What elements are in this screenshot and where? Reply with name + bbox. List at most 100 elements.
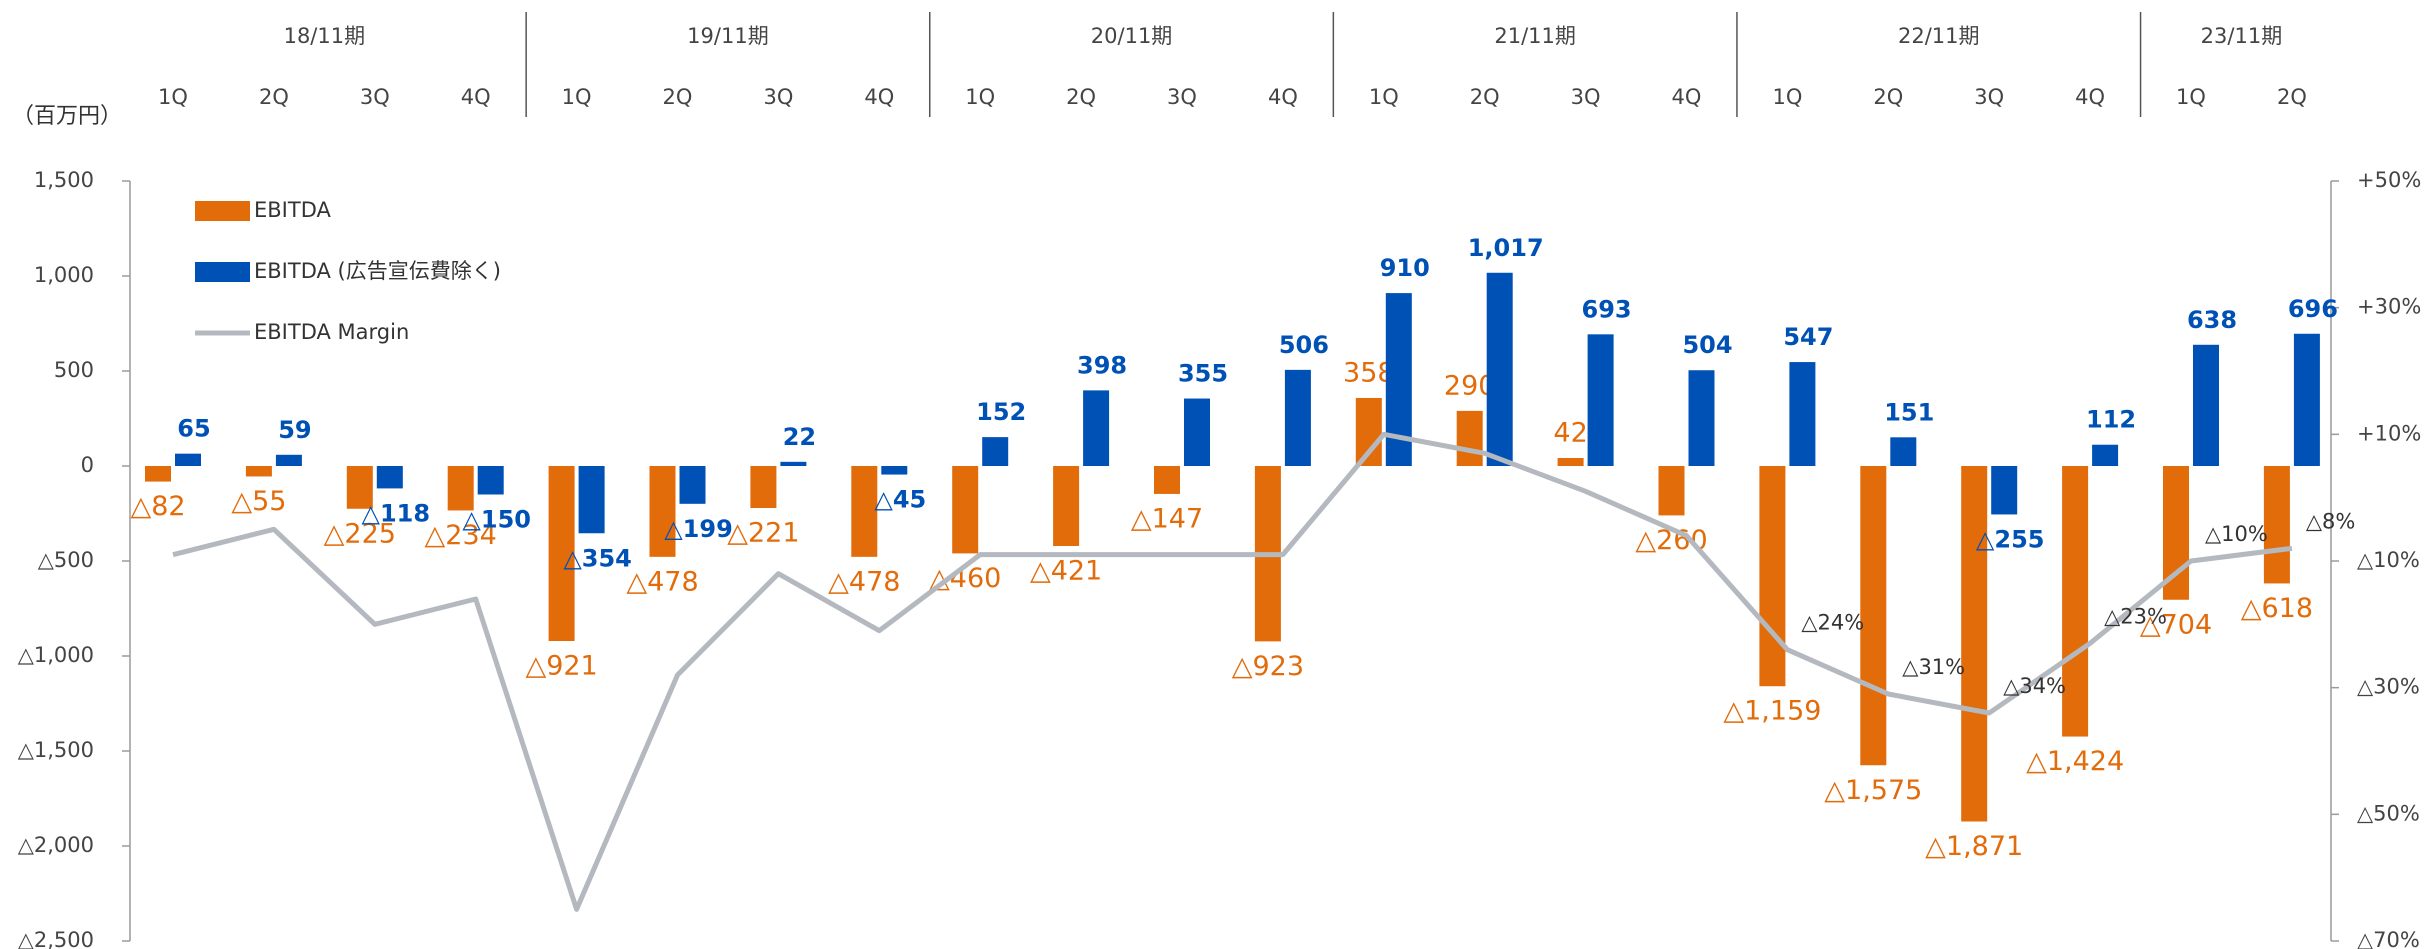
y-tick-label: △500 bbox=[38, 548, 94, 572]
quarter-label: 2Q bbox=[1066, 85, 1096, 109]
y2-tick-label: △70% bbox=[2357, 928, 2420, 949]
bar bbox=[1789, 362, 1816, 466]
data-label: △1,159 bbox=[1723, 696, 1821, 727]
period-label: 21/11期 bbox=[1494, 24, 1576, 48]
y-tick-label: △2,500 bbox=[18, 928, 94, 949]
data-label: △199 bbox=[664, 515, 733, 543]
quarter-label: 2Q bbox=[663, 85, 693, 109]
quarter-label: 3Q bbox=[1571, 85, 1601, 109]
bar bbox=[2092, 444, 2119, 466]
data-label: △221 bbox=[727, 517, 799, 548]
bar bbox=[2062, 466, 2089, 737]
quarter-label: 3Q bbox=[1974, 85, 2004, 109]
bar bbox=[1456, 410, 1483, 466]
period-label: 18/11期 bbox=[284, 24, 366, 48]
legend-swatch bbox=[195, 201, 250, 221]
y2-tick-label: △50% bbox=[2357, 801, 2420, 825]
y2-tick-label: +50% bbox=[2357, 168, 2421, 192]
bar bbox=[145, 466, 171, 482]
bar bbox=[750, 466, 777, 508]
data-label: △234 bbox=[425, 520, 497, 551]
data-label: △225 bbox=[324, 518, 396, 549]
quarter-label: 1Q bbox=[1772, 85, 1802, 109]
data-label: 638 bbox=[2187, 306, 2237, 334]
data-label: △618 bbox=[2241, 593, 2313, 624]
bar bbox=[477, 466, 504, 495]
data-label: △354 bbox=[563, 544, 632, 572]
quarter-label: 2Q bbox=[259, 85, 289, 109]
data-label: △255 bbox=[1976, 525, 2045, 553]
bar bbox=[376, 466, 403, 489]
bar bbox=[881, 466, 908, 475]
y2-tick-label: +30% bbox=[2357, 295, 2421, 319]
quarter-label: 3Q bbox=[763, 85, 793, 109]
legend-label: EBITDA Margin bbox=[254, 320, 409, 344]
bar bbox=[851, 466, 878, 557]
y-tick-label: 500 bbox=[54, 358, 94, 382]
bar bbox=[1587, 334, 1614, 466]
unit-label: （百万円） bbox=[12, 104, 122, 129]
data-label: △1,871 bbox=[1925, 831, 2023, 862]
data-label: △921 bbox=[525, 650, 597, 681]
quarter-label: 1Q bbox=[1369, 85, 1399, 109]
bar bbox=[679, 466, 706, 504]
bar bbox=[1053, 466, 1080, 546]
bar bbox=[346, 466, 373, 509]
y-tick-label: △1,000 bbox=[18, 643, 94, 667]
bar bbox=[1284, 369, 1311, 466]
line-label: △24% bbox=[1801, 611, 1864, 635]
legend-swatch bbox=[195, 262, 250, 282]
margin-line bbox=[172, 431, 2293, 912]
y-tick-label: 1,500 bbox=[34, 168, 94, 192]
bar bbox=[952, 466, 979, 554]
data-label: △45 bbox=[874, 486, 926, 514]
bar bbox=[1154, 466, 1180, 494]
period-label: 23/11期 bbox=[2201, 24, 2283, 48]
y2-tick-label: △10% bbox=[2357, 548, 2420, 572]
y-tick-label: 1,000 bbox=[34, 263, 94, 287]
data-label: 696 bbox=[2288, 295, 2338, 323]
bar bbox=[649, 466, 676, 557]
data-label: 355 bbox=[1178, 360, 1228, 388]
data-label: 506 bbox=[1279, 331, 1329, 359]
data-label: △1,575 bbox=[1824, 775, 1922, 806]
data-label: △478 bbox=[828, 566, 900, 597]
quarter-label: 1Q bbox=[965, 85, 995, 109]
quarter-label: 1Q bbox=[2176, 85, 2206, 109]
bar bbox=[1759, 466, 1786, 687]
line-label: △31% bbox=[1902, 655, 1965, 679]
bar bbox=[780, 461, 807, 466]
data-label: 22 bbox=[783, 423, 816, 451]
y-tick-label: △2,000 bbox=[18, 833, 94, 857]
quarter-label: 2Q bbox=[1470, 85, 1500, 109]
bar bbox=[982, 437, 1009, 466]
period-label: 19/11期 bbox=[687, 24, 769, 48]
period-label: 22/11期 bbox=[1898, 24, 1980, 48]
quarter-label: 4Q bbox=[2075, 85, 2105, 109]
line-label: △34% bbox=[2003, 674, 2066, 698]
line-label: △10% bbox=[2205, 522, 2268, 546]
bar bbox=[275, 454, 302, 466]
bar bbox=[2263, 466, 2290, 584]
bar bbox=[548, 466, 575, 641]
data-label: △55 bbox=[231, 486, 286, 517]
bar bbox=[1991, 466, 2018, 515]
y-tick-label: 0 bbox=[81, 453, 94, 477]
line-label: △23% bbox=[2104, 604, 2167, 628]
bar bbox=[447, 466, 474, 511]
data-label: 65 bbox=[177, 415, 210, 443]
data-label: △150 bbox=[462, 506, 531, 534]
data-label: △118 bbox=[362, 499, 431, 527]
bar bbox=[1890, 437, 1917, 466]
quarter-label: 2Q bbox=[1873, 85, 1903, 109]
legend-label: EBITDA bbox=[254, 198, 331, 222]
data-label: △421 bbox=[1030, 555, 1102, 586]
data-label: 152 bbox=[976, 398, 1026, 426]
data-label: 59 bbox=[278, 416, 311, 444]
y2-tick-label: △30% bbox=[2357, 675, 2420, 699]
bar bbox=[1083, 390, 1110, 466]
bar bbox=[2293, 333, 2320, 466]
y2-tick-label: +10% bbox=[2357, 421, 2421, 445]
bar bbox=[578, 466, 605, 534]
